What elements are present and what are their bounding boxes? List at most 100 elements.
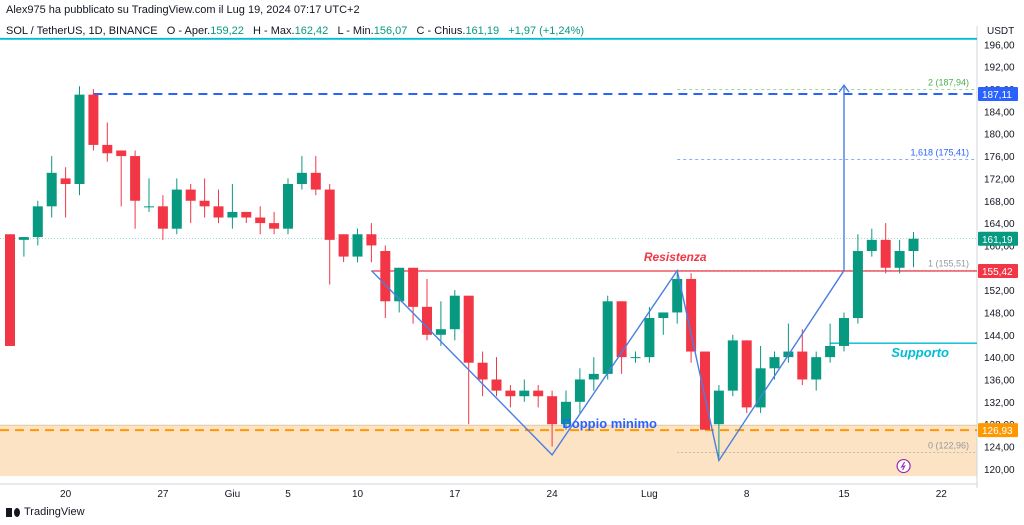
- y-tick-label: 132,00: [984, 398, 1015, 409]
- candle-body: [408, 267, 419, 307]
- close-value: 161,19: [465, 25, 500, 37]
- candle-body: [310, 172, 321, 190]
- x-tick-label: 5: [285, 489, 291, 500]
- y-tick-label: 164,00: [984, 219, 1015, 230]
- candle-body: [811, 357, 822, 380]
- fib-level-label: 1,618 (175,41): [910, 147, 969, 157]
- candle-body: [60, 178, 71, 184]
- candle-body: [839, 318, 849, 346]
- double-bottom-pattern-line: [370, 268, 845, 463]
- candle-body: [352, 234, 363, 257]
- price-tag-label: 187,11: [982, 90, 1012, 101]
- candle-body: [505, 390, 516, 397]
- candle-body: [449, 295, 460, 330]
- y-tick-label: 184,00: [984, 107, 1015, 118]
- double-bottom-label: Doppio minimo: [562, 416, 657, 431]
- candle-body: [880, 239, 891, 268]
- candle-body: [686, 278, 697, 352]
- candle-body: [533, 390, 544, 397]
- x-tick-label: 8: [744, 489, 750, 500]
- candle-body: [825, 345, 836, 358]
- currency-label: USDT: [987, 26, 1014, 37]
- candle-body: [380, 251, 391, 302]
- candle-body: [435, 329, 446, 335]
- change-value: +1,97 (+1,24%): [508, 25, 585, 37]
- candle-body: [199, 200, 210, 207]
- candle-body: [227, 211, 238, 218]
- y-tick-label: 124,00: [984, 442, 1015, 453]
- candle-body: [366, 234, 377, 246]
- candle-body: [769, 357, 780, 369]
- candle-body: [324, 189, 335, 240]
- y-tick-label: 148,00: [984, 308, 1015, 319]
- high-value: 162,42: [294, 25, 329, 37]
- high-label: H - Max.: [253, 25, 295, 37]
- x-tick-label: 27: [157, 489, 169, 500]
- x-tick-label: 24: [547, 489, 559, 500]
- candle-body: [88, 94, 99, 145]
- candle-body: [755, 368, 766, 408]
- symbol-name[interactable]: SOL / TetherUS, 1D, BINANCE: [6, 25, 158, 37]
- candle-body: [463, 295, 474, 363]
- x-tick-label: 22: [936, 489, 948, 500]
- tradingview-logo[interactable]: TradingView: [6, 506, 85, 518]
- candle-body: [5, 234, 15, 346]
- candle-body: [102, 144, 113, 154]
- price-tag-label: 161,19: [982, 235, 1013, 246]
- candle-body: [213, 206, 224, 218]
- candle-body: [852, 251, 863, 319]
- x-tick-label: 17: [449, 489, 461, 500]
- candle-body: [727, 340, 738, 391]
- y-tick-label: 136,00: [984, 375, 1015, 386]
- candle-body: [574, 379, 585, 402]
- y-tick-label: 196,00: [984, 40, 1015, 51]
- resistance-label: Resistenza: [644, 250, 707, 264]
- price-tag-background: [978, 264, 1018, 279]
- candle-body: [283, 184, 293, 229]
- candle-body: [46, 172, 57, 207]
- y-tick-label: 176,00: [984, 152, 1015, 163]
- y-tick-label: 120,00: [984, 465, 1015, 476]
- target-arrow-head: [838, 83, 850, 93]
- low-label: L - Min.: [337, 25, 374, 37]
- candle-body: [144, 206, 154, 208]
- y-tick-label: 160,00: [984, 241, 1015, 252]
- close-label: C - Chius.: [416, 25, 466, 37]
- open-label: O - Aper.: [166, 25, 211, 37]
- candle-body: [185, 189, 196, 201]
- candle-body: [713, 390, 724, 425]
- candle-body: [588, 373, 599, 380]
- y-tick-label: 144,00: [984, 331, 1015, 342]
- candle-body: [477, 362, 488, 380]
- candle-body: [908, 238, 919, 252]
- symbol-ohlc-line: SOL / TetherUS, 1D, BINANCE O - Aper.159…: [6, 25, 584, 37]
- publisher-line: Alex975 ha pubblicato su TradingView.com…: [6, 4, 360, 16]
- y-tick-label: 140,00: [984, 353, 1015, 364]
- fib-level-label: 2 (187,94): [928, 77, 969, 87]
- tradingview-brand: TradingView: [24, 506, 85, 518]
- support-zone: [0, 425, 977, 477]
- candle-body: [630, 357, 641, 359]
- candle-body: [394, 267, 405, 302]
- x-tick-label: 15: [838, 489, 850, 500]
- candle-body: [241, 211, 252, 218]
- candle-body: [269, 223, 280, 229]
- price-tag-background: [978, 231, 1018, 246]
- candle-body: [338, 234, 349, 257]
- candle-body: [672, 278, 683, 313]
- fib-level-label: 1 (155,51): [928, 259, 969, 269]
- candle-body: [422, 306, 432, 335]
- y-tick-label: 172,00: [984, 174, 1015, 185]
- candle-body: [602, 301, 613, 374]
- support-label: Supporto: [891, 345, 949, 360]
- y-tick-label: 168,00: [984, 197, 1015, 208]
- candle-body: [296, 172, 307, 184]
- x-tick-label: Giu: [225, 489, 241, 500]
- x-tick-label: Lug: [641, 489, 658, 500]
- candle-body: [644, 318, 655, 358]
- candle-body: [894, 251, 905, 268]
- y-tick-label: 152,00: [984, 286, 1015, 297]
- candle-body: [616, 301, 627, 358]
- candle-body: [32, 206, 43, 238]
